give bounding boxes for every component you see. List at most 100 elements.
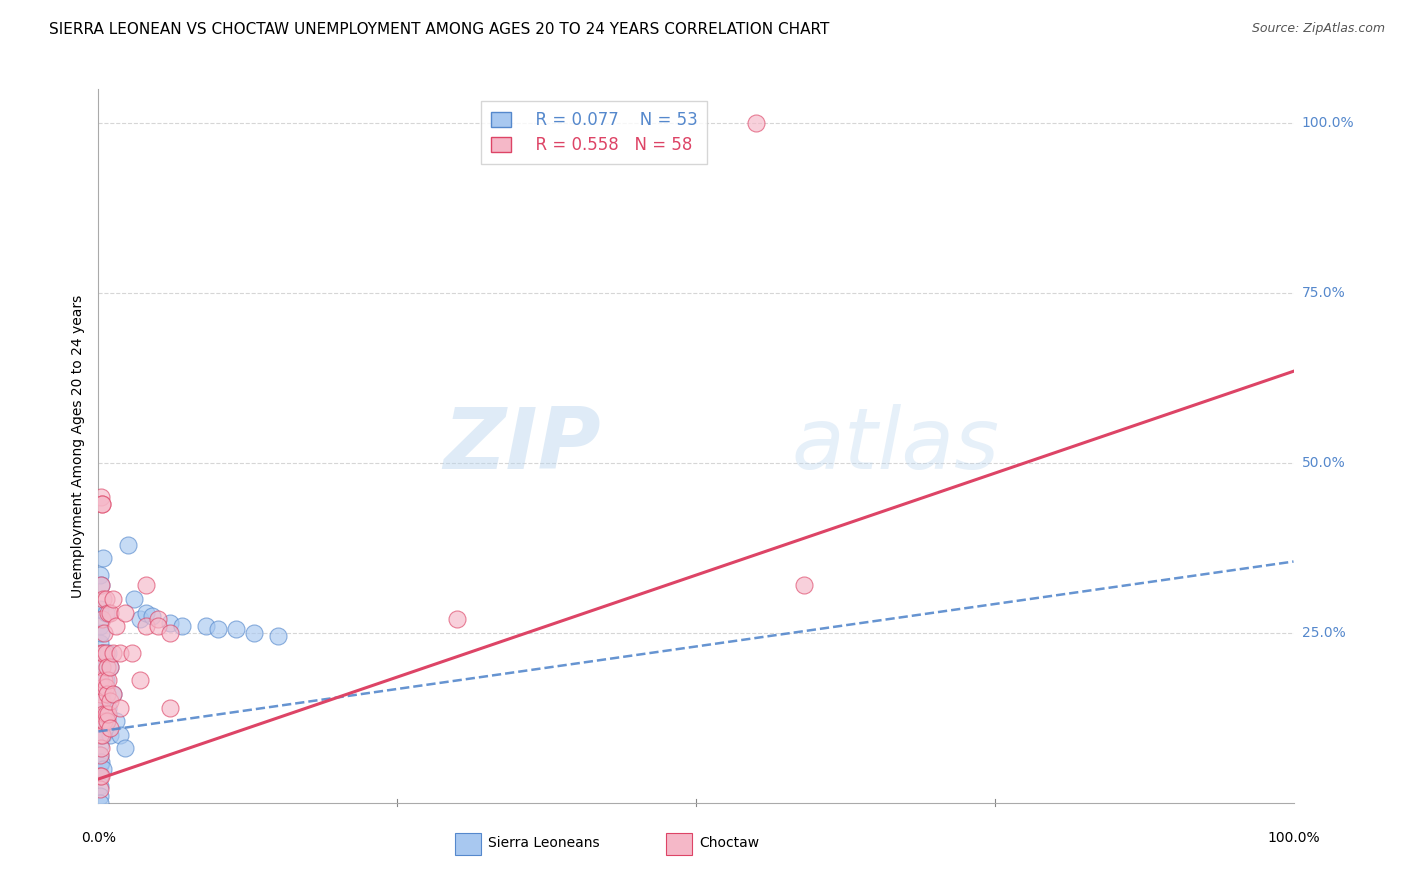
Point [90,755,112,769]
Point [89,666,111,681]
Point [91,551,114,566]
Point [91,694,114,708]
Point [96,687,118,701]
Point [94,646,117,660]
Point [89,700,111,714]
Point [96,660,118,674]
Point [91,497,114,511]
Point [89,687,111,701]
Point [90,578,112,592]
Point [148,612,170,626]
Point [159,615,181,630]
Point [98,728,122,742]
Point [97,673,120,688]
Point [91,646,114,660]
Point [94,714,117,729]
Point [98,721,122,735]
Point [94,673,117,688]
Point [94,680,117,694]
Point [91,612,114,626]
Point [89,698,111,712]
Point [114,741,136,756]
Point [243,626,266,640]
Point [745,116,768,130]
Point [135,578,157,592]
Point [90,741,112,756]
Point [793,578,815,592]
Point [105,714,128,729]
Point [89,619,111,633]
Point [89,758,111,772]
Point [97,707,120,722]
Point [141,608,163,623]
Point [105,619,128,633]
Point [94,606,117,620]
Point [91,707,114,722]
Text: Choctaw: Choctaw [700,837,759,850]
Point [267,629,290,643]
Point [89,602,111,616]
Text: 25.0%: 25.0% [1302,626,1346,640]
FancyBboxPatch shape [454,833,481,855]
Point [101,591,124,606]
Point [124,591,146,606]
Point [91,762,114,776]
Point [108,646,131,660]
Point [89,796,111,810]
Point [91,680,114,694]
Point [101,646,124,660]
Point [93,673,115,688]
Y-axis label: Unemployment Among Ages 20 to 24 years: Unemployment Among Ages 20 to 24 years [70,294,84,598]
Point [446,612,468,626]
Point [195,619,218,633]
Point [159,700,181,714]
Point [98,660,122,674]
Point [89,568,111,582]
Point [89,748,111,763]
Point [89,728,111,742]
Point [90,578,112,592]
Text: SIERRA LEONEAN VS CHOCTAW UNEMPLOYMENT AMONG AGES 20 TO 24 YEARS CORRELATION CHA: SIERRA LEONEAN VS CHOCTAW UNEMPLOYMENT A… [49,22,830,37]
Point [94,707,117,722]
Legend:   R = 0.077    N = 53,   R = 0.558   N = 58: R = 0.077 N = 53, R = 0.558 N = 58 [481,101,707,164]
Point [91,728,114,742]
Point [148,619,170,633]
Point [89,769,111,783]
Point [98,694,122,708]
Point [129,673,152,688]
Point [89,653,111,667]
Point [91,591,114,606]
Text: Sierra Leoneans: Sierra Leoneans [488,837,599,850]
Point [93,714,115,729]
Point [159,626,181,640]
Point [90,490,112,504]
Point [89,782,111,797]
Text: 50.0%: 50.0% [1302,456,1346,470]
Text: 0.0%: 0.0% [82,830,115,845]
Point [91,694,114,708]
Point [89,789,111,803]
Point [94,591,117,606]
Point [98,660,122,674]
Point [90,626,112,640]
Point [89,677,111,691]
Point [91,646,114,660]
Text: Source: ZipAtlas.com: Source: ZipAtlas.com [1251,22,1385,36]
Point [90,728,112,742]
Text: 100.0%: 100.0% [1267,830,1320,845]
Point [90,646,112,660]
Point [91,497,114,511]
Point [108,728,131,742]
Point [90,687,112,701]
Text: ZIP: ZIP [443,404,600,488]
Point [96,714,118,729]
Point [89,748,111,763]
Point [93,626,115,640]
Point [97,606,120,620]
Point [129,612,152,626]
Point [97,646,120,660]
Point [89,636,111,650]
Text: atlas: atlas [792,404,1000,488]
Point [91,728,114,742]
Point [90,769,112,783]
